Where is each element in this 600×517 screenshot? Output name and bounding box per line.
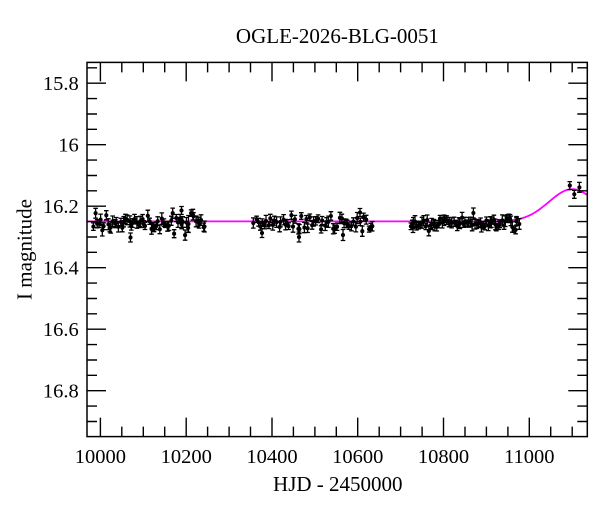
svg-text:10000: 10000 (75, 446, 126, 468)
svg-text:15.8: 15.8 (43, 73, 79, 95)
svg-text:16.6: 16.6 (43, 319, 79, 341)
svg-text:11000: 11000 (504, 446, 555, 468)
svg-text:HJD - 2450000: HJD - 2450000 (273, 472, 403, 496)
svg-text:I magnitude: I magnitude (13, 199, 37, 300)
svg-text:16.4: 16.4 (43, 258, 79, 280)
svg-text:10200: 10200 (161, 446, 212, 468)
svg-text:16.8: 16.8 (43, 381, 79, 403)
svg-text:16: 16 (58, 135, 79, 157)
svg-text:10400: 10400 (246, 446, 297, 468)
svg-text:OGLE-2026-BLG-0051: OGLE-2026-BLG-0051 (236, 24, 439, 48)
svg-text:16.2: 16.2 (43, 196, 79, 218)
svg-text:10800: 10800 (418, 446, 469, 468)
svg-text:10600: 10600 (332, 446, 383, 468)
